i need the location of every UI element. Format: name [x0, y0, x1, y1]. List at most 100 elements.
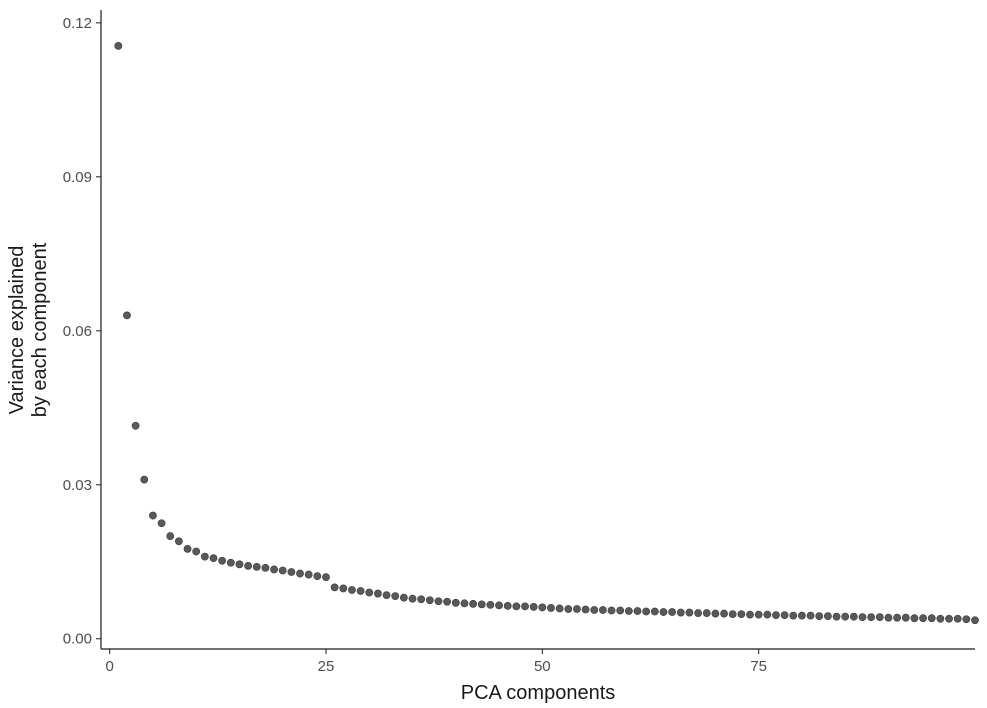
- y-tick-label: 0.06: [63, 323, 92, 340]
- data-point: [374, 589, 382, 598]
- data-point: [434, 597, 443, 606]
- data-point: [218, 556, 227, 565]
- data-point: [971, 616, 979, 625]
- data-point: [322, 573, 330, 582]
- data-point: [365, 588, 374, 597]
- data-point: [469, 599, 477, 608]
- y-axis-title: Variance explained by each component: [6, 242, 51, 417]
- data-point: [858, 613, 867, 622]
- data-point: [348, 586, 356, 594]
- data-point: [581, 605, 590, 614]
- data-point: [815, 612, 824, 621]
- data-point: [460, 599, 469, 608]
- data-point: [477, 600, 486, 609]
- data-point: [927, 614, 936, 623]
- data-point: [737, 610, 746, 618]
- data-point: [382, 591, 391, 600]
- data-point: [192, 547, 201, 556]
- data-point: [711, 609, 720, 618]
- data-point: [867, 613, 876, 622]
- data-point: [702, 609, 711, 617]
- data-point: [174, 537, 183, 546]
- data-point: [694, 609, 702, 617]
- x-tick-label: 0: [105, 658, 113, 675]
- data-point: [754, 610, 763, 619]
- data-point: [425, 596, 434, 605]
- data-point: [772, 611, 780, 620]
- data-point: [668, 608, 677, 616]
- data-point: [123, 311, 131, 320]
- data-point: [720, 609, 728, 618]
- x-tick-label: 50: [534, 658, 551, 675]
- data-point: [901, 613, 910, 622]
- x-tick-label: 75: [750, 658, 767, 675]
- data-point: [391, 592, 400, 601]
- data-point: [910, 614, 919, 623]
- data-point: [624, 607, 633, 615]
- y-axis-ticks: 0.00 0.03 0.06 0.09 0.12: [63, 15, 101, 648]
- data-point: [555, 604, 564, 613]
- data-point: [832, 612, 841, 621]
- data-point: [564, 605, 573, 613]
- data-point: [166, 532, 175, 540]
- data-point: [486, 600, 495, 609]
- data-point: [200, 552, 209, 561]
- data-point: [157, 519, 166, 528]
- data-point: [235, 560, 244, 569]
- data-point: [417, 595, 426, 604]
- data-point: [209, 554, 218, 563]
- data-point: [503, 601, 512, 610]
- data-point: [884, 613, 893, 622]
- data-point: [780, 611, 789, 620]
- x-axis-title: PCA components: [461, 682, 616, 704]
- watermark: 桓峰基因: [819, 654, 938, 681]
- data-point: [823, 612, 832, 621]
- data-point: [226, 558, 235, 567]
- data-point: [953, 614, 962, 623]
- data-point: [599, 606, 607, 614]
- y-axis-title-line-1: Variance explained: [6, 246, 28, 415]
- data-point: [252, 562, 261, 571]
- data-point: [763, 610, 772, 619]
- data-point: [114, 42, 123, 50]
- watermark-text: 桓峰基因: [858, 655, 938, 679]
- data-point: [547, 604, 555, 612]
- data-point: [451, 598, 460, 607]
- data-point: [919, 614, 927, 623]
- data-point: [529, 603, 538, 611]
- data-point: [633, 607, 642, 615]
- data-point: [313, 572, 322, 581]
- data-point: [270, 565, 278, 574]
- data-point: [131, 421, 140, 430]
- data-point: [296, 569, 304, 578]
- data-point: [330, 583, 339, 592]
- data-point: [443, 597, 452, 606]
- data-point: [945, 614, 953, 623]
- data-point: [936, 614, 945, 623]
- data-point: [140, 475, 149, 484]
- data-point: [408, 594, 417, 603]
- y-tick-label: 0.03: [63, 477, 92, 494]
- data-point: [287, 568, 296, 576]
- data-point: [616, 606, 625, 615]
- data-point: [798, 611, 806, 620]
- x-tick-label: 25: [318, 658, 335, 675]
- data-point: [304, 570, 313, 579]
- data-point: [789, 611, 798, 620]
- data-point: [728, 610, 737, 618]
- y-tick-label: 0.00: [63, 631, 92, 648]
- data-point: [607, 606, 616, 615]
- data-point: [356, 587, 365, 595]
- data-point: [685, 608, 694, 617]
- data-point: [512, 602, 521, 611]
- y-tick-label: 0.09: [63, 169, 92, 186]
- data-point: [183, 545, 192, 553]
- data-point: [521, 602, 529, 611]
- data-point: [962, 615, 971, 624]
- data-point: [590, 606, 599, 614]
- data-point: [893, 613, 902, 622]
- data-point: [495, 601, 503, 610]
- data-points: [114, 42, 979, 625]
- data-point: [278, 566, 287, 575]
